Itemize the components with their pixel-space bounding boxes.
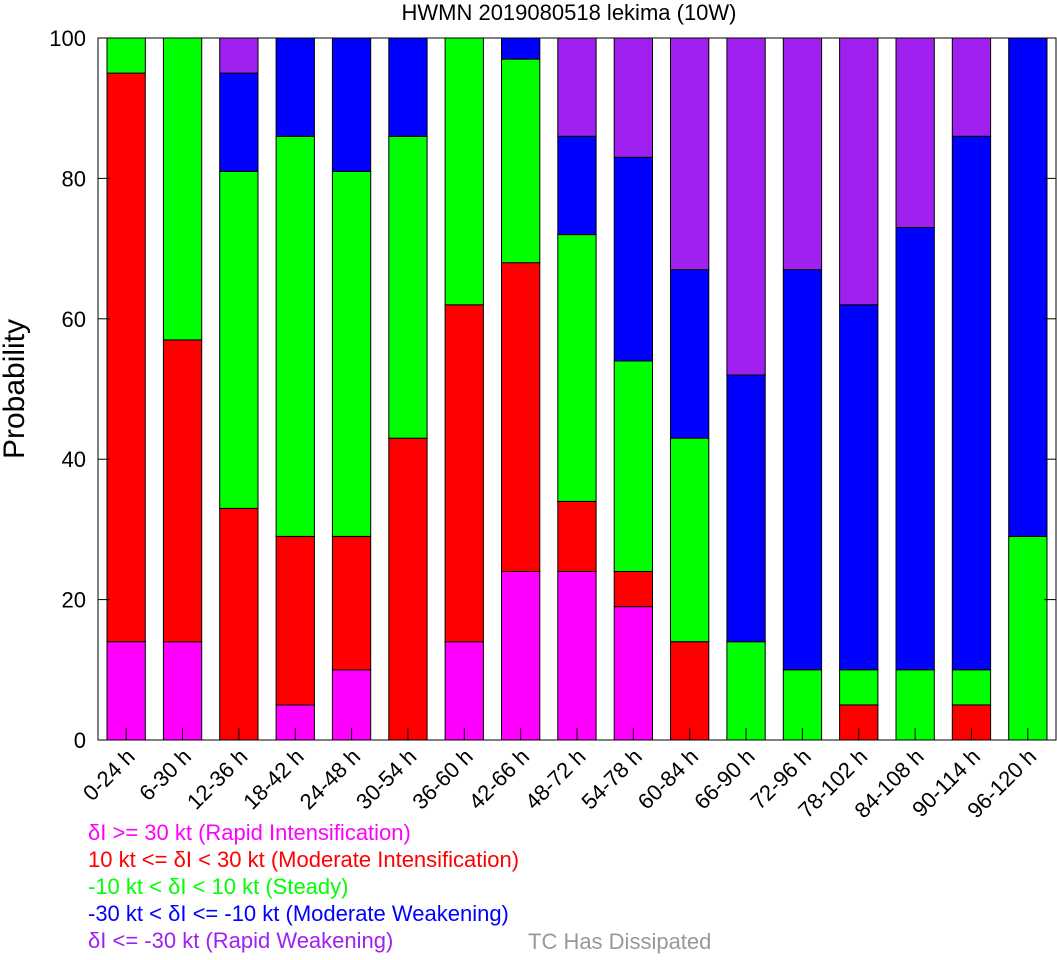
x-tick-label: 54-78 h bbox=[576, 744, 646, 814]
bar-segment-96-120h-series-2 bbox=[1008, 535, 1048, 741]
bar-segment-84-108h-series-3 bbox=[895, 227, 935, 671]
bar-segment-72-96h-series-4 bbox=[782, 37, 823, 271]
bar-segment-0-24h-series-0 bbox=[106, 641, 146, 741]
plot-frame bbox=[97, 37, 1057, 741]
x-tick-label: 30-54 h bbox=[351, 744, 421, 814]
chart-title: HWMN 2019080518 lekima (10W) bbox=[401, 0, 736, 25]
bar-segment-30-54h-series-3 bbox=[388, 37, 428, 137]
bar-segment-90-114h-series-4 bbox=[951, 37, 992, 137]
x-ticks-group: 0-24 h6-30 h12-36 h18-42 h24-48 h30-54 h… bbox=[78, 728, 1041, 823]
legend-item-moderate-weakening: -30 kt < δI <= -10 kt (Moderate Weakenin… bbox=[88, 901, 509, 926]
bar-segment-90-114h-series-2 bbox=[951, 669, 992, 706]
bar-segment-60-84h-series-1 bbox=[670, 641, 710, 741]
bar-segment-42-66h-series-1 bbox=[501, 262, 541, 572]
bar-segment-60-84h-series-3 bbox=[670, 269, 710, 439]
bar-segment-42-66h-series-2 bbox=[501, 58, 541, 264]
bar-segment-0-24h-series-2 bbox=[106, 37, 146, 74]
bar-segment-60-84h-series-4 bbox=[670, 37, 710, 271]
bar-segment-0-24h-series-1 bbox=[106, 72, 146, 643]
legend-item-dissipated: TC Has Dissipated bbox=[528, 929, 712, 954]
bar-segment-72-96h-series-3 bbox=[782, 269, 823, 671]
y-tick-label: 40 bbox=[62, 447, 86, 472]
bars-group bbox=[106, 37, 1048, 741]
bar-segment-90-114h-series-3 bbox=[951, 135, 992, 671]
bar-segment-12-36h-series-2 bbox=[219, 170, 259, 509]
x-tick-label: 60-84 h bbox=[633, 744, 703, 814]
bar-segment-36-60h-series-0 bbox=[444, 641, 484, 741]
bar-segment-6-30h-series-0 bbox=[162, 641, 203, 741]
bar-segment-48-72h-series-2 bbox=[557, 234, 597, 502]
bar-segment-96-120h-series-3 bbox=[1008, 37, 1048, 537]
y-tick-label: 80 bbox=[62, 166, 86, 191]
bar-segment-6-30h-series-2 bbox=[162, 37, 203, 341]
bar-segment-12-36h-series-3 bbox=[219, 72, 259, 172]
legend-item-rapid-weakening: δI <= -30 kt (Rapid Weakening) bbox=[88, 928, 394, 953]
bar-segment-48-72h-series-4 bbox=[557, 37, 597, 137]
bar-segment-30-54h-series-2 bbox=[388, 135, 428, 439]
bar-segment-78-102h-series-4 bbox=[839, 37, 879, 306]
bar-segment-18-42h-series-1 bbox=[275, 535, 315, 706]
bar-segment-60-84h-series-2 bbox=[670, 437, 710, 643]
y-ticks-group: 0 20 40 60 80 100 bbox=[49, 26, 1056, 753]
bar-segment-48-72h-series-1 bbox=[557, 500, 597, 572]
bar-segment-54-78h-series-1 bbox=[613, 571, 654, 608]
bar-segment-84-108h-series-4 bbox=[895, 37, 935, 228]
bar-segment-78-102h-series-2 bbox=[839, 669, 879, 706]
bar-segment-30-54h-series-1 bbox=[388, 437, 428, 741]
y-tick-label: 100 bbox=[49, 26, 86, 51]
bar-segment-36-60h-series-1 bbox=[444, 304, 484, 643]
bar-segment-42-66h-series-0 bbox=[501, 571, 541, 741]
bar-segment-24-48h-series-3 bbox=[331, 37, 372, 172]
legend-item-moderate-intensification: 10 kt <= δI < 30 kt (Moderate Intensific… bbox=[88, 847, 520, 872]
x-tick-label: 12-36 h bbox=[182, 744, 252, 814]
y-tick-label: 0 bbox=[74, 728, 86, 753]
bar-segment-24-48h-series-2 bbox=[331, 170, 372, 537]
x-tick-label: 0-24 h bbox=[78, 744, 140, 806]
legend-item-steady: -10 kt < δI < 10 kt (Steady) bbox=[88, 874, 349, 899]
bar-segment-66-90h-series-2 bbox=[726, 641, 766, 741]
y-tick-label: 20 bbox=[62, 588, 86, 613]
bar-segment-54-78h-series-4 bbox=[613, 37, 654, 158]
bar-segment-24-48h-series-1 bbox=[331, 535, 372, 671]
x-tick-label: 66-90 h bbox=[689, 744, 759, 814]
bar-segment-54-78h-series-0 bbox=[613, 606, 654, 741]
bar-segment-18-42h-series-2 bbox=[275, 135, 315, 537]
bar-segment-66-90h-series-3 bbox=[726, 374, 766, 643]
legend: δI >= 30 kt (Rapid Intensification) 10 k… bbox=[88, 819, 519, 954]
bar-segment-78-102h-series-3 bbox=[839, 304, 879, 671]
bar-segment-48-72h-series-0 bbox=[557, 571, 597, 741]
x-tick-label: 24-48 h bbox=[295, 744, 365, 814]
bar-segment-42-66h-series-3 bbox=[501, 37, 541, 60]
bar-segment-6-30h-series-1 bbox=[162, 339, 203, 643]
x-tick-label: 36-60 h bbox=[407, 744, 477, 814]
y-tick-label: 60 bbox=[62, 307, 86, 332]
bar-segment-18-42h-series-3 bbox=[275, 37, 315, 137]
x-tick-label: 42-66 h bbox=[464, 744, 534, 814]
bar-segment-12-36h-series-1 bbox=[219, 507, 259, 741]
bar-segment-48-72h-series-3 bbox=[557, 135, 597, 236]
bar-segment-12-36h-series-4 bbox=[219, 37, 259, 74]
x-tick-label: 18-42 h bbox=[238, 744, 308, 814]
bar-segment-36-60h-series-2 bbox=[444, 37, 484, 306]
bar-segment-54-78h-series-3 bbox=[613, 156, 654, 362]
x-tick-label: 48-72 h bbox=[520, 744, 590, 814]
bar-segment-54-78h-series-2 bbox=[613, 360, 654, 572]
bar-segment-66-90h-series-4 bbox=[726, 37, 766, 376]
legend-item-rapid-intensification: δI >= 30 kt (Rapid Intensification) bbox=[88, 820, 411, 845]
y-axis-label: Probability bbox=[0, 319, 31, 459]
